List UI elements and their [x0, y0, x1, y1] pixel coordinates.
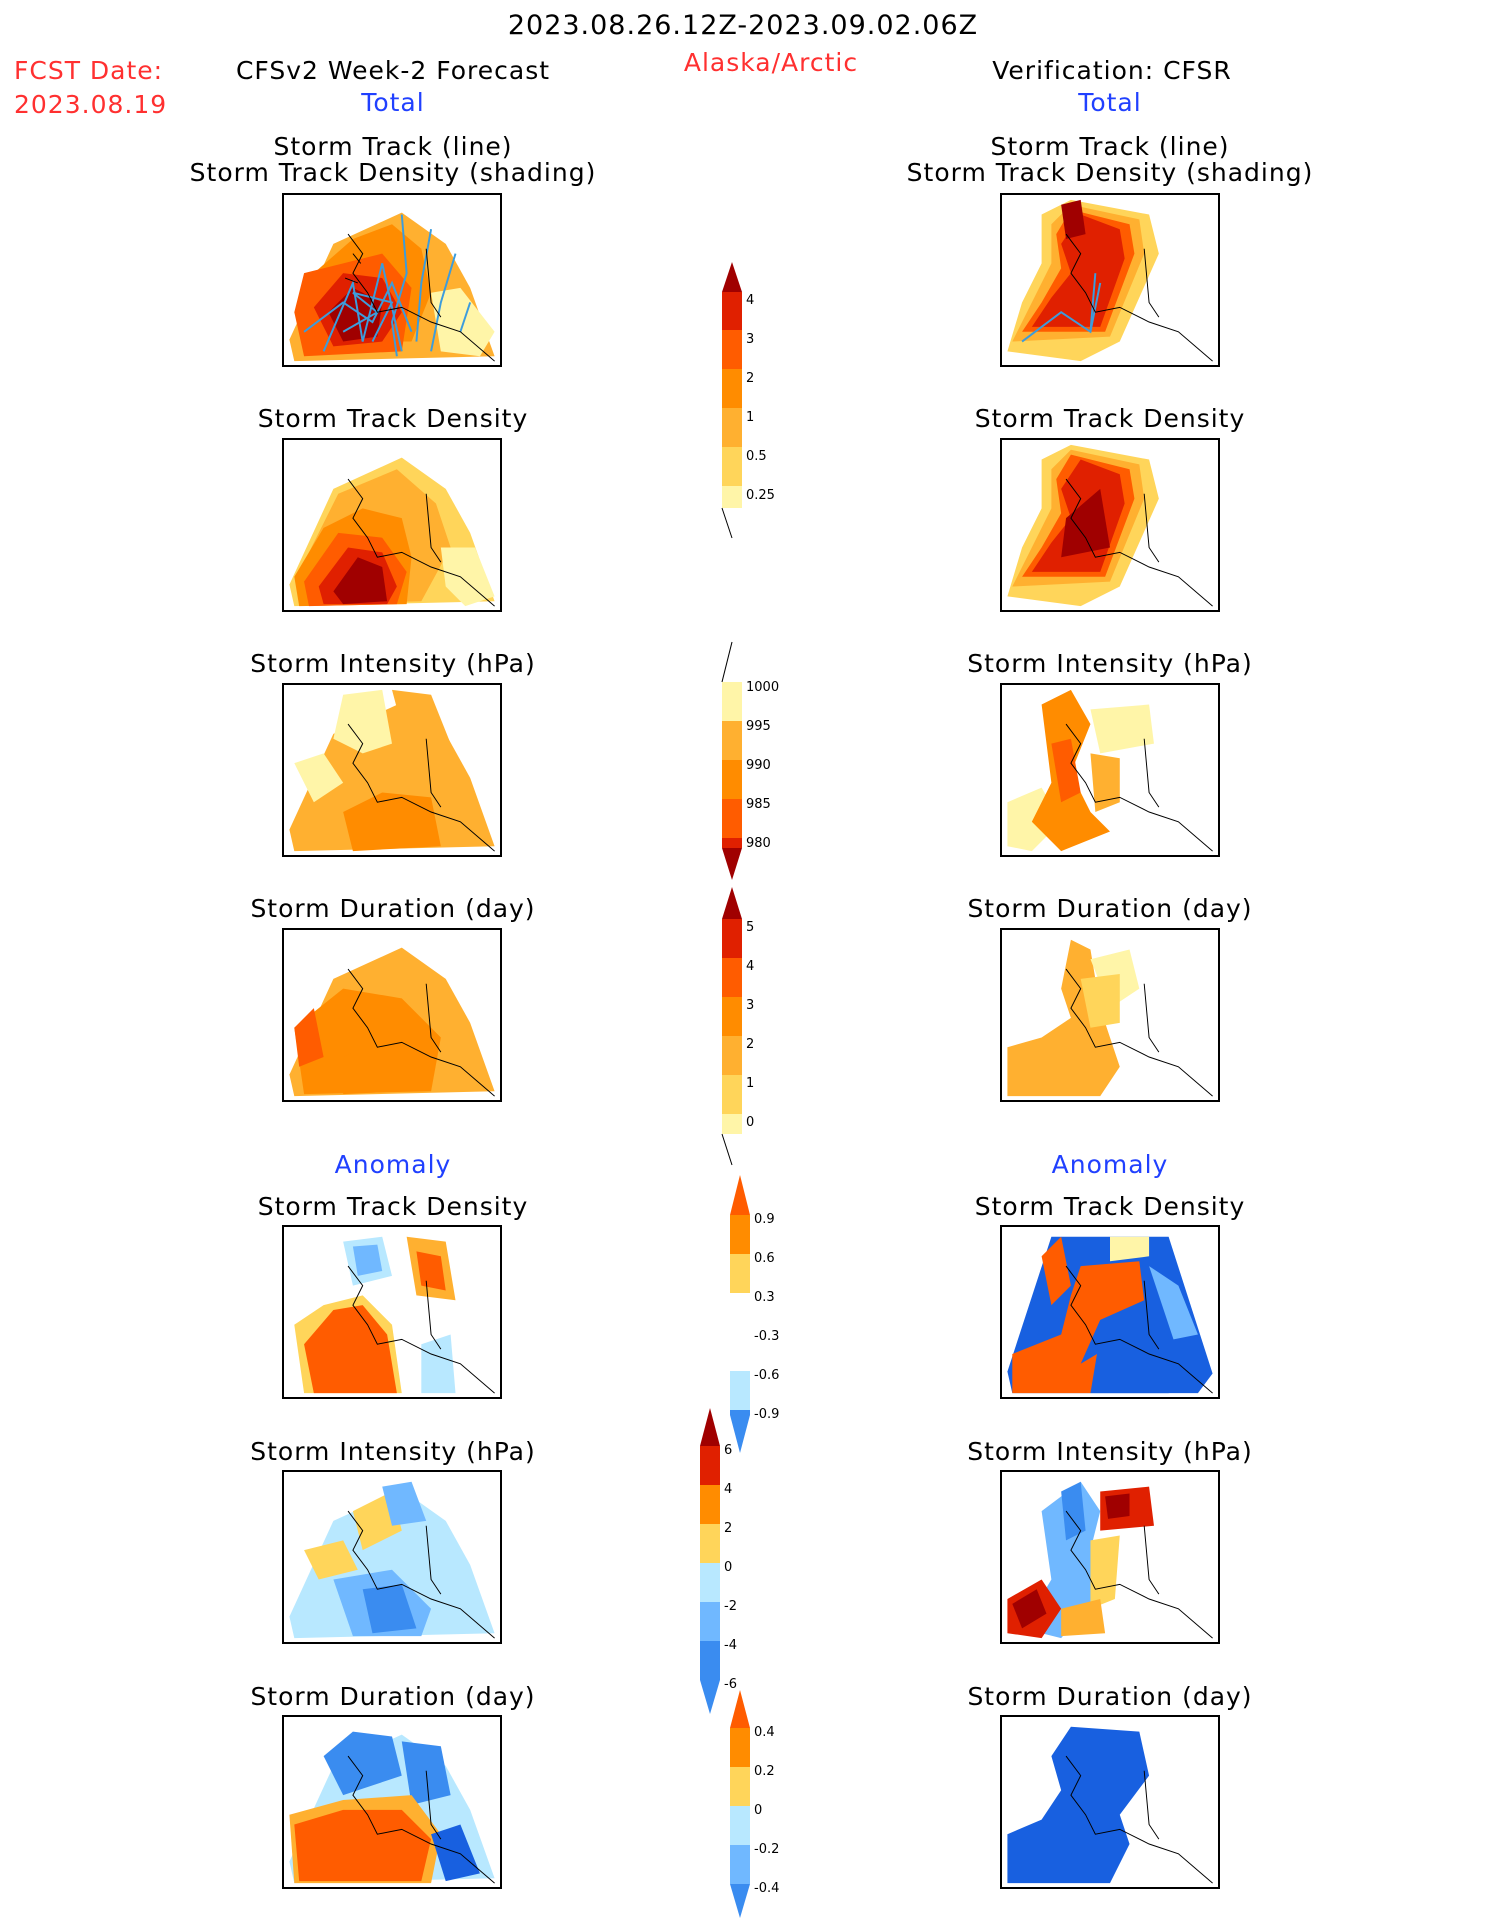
- cbar-tick: 2: [746, 1037, 754, 1052]
- cbar-tick: -4: [724, 1638, 737, 1653]
- title-track-line-left: Storm Track (line): [273, 132, 513, 161]
- cbar-tick: 4: [746, 293, 754, 308]
- cbar-tick: 6: [724, 1443, 732, 1458]
- title-track-line-right: Storm Track (line): [990, 132, 1230, 161]
- cbar-tick: 0: [746, 1115, 754, 1130]
- cbar-tick: -0.4: [754, 1881, 779, 1896]
- fcst-date-value: 2023.08.19: [14, 90, 168, 119]
- map-forecast-density-anomaly: [282, 1225, 502, 1399]
- cbar-tick: 4: [724, 1482, 732, 1497]
- title-intensity-left: Storm Intensity (hPa): [250, 649, 536, 678]
- title-anom-intensity-left: Storm Intensity (hPa): [250, 1437, 536, 1466]
- map-verification-intensity-anomaly: [1000, 1470, 1220, 1644]
- region-title: Alaska/Arctic: [683, 48, 859, 77]
- fcst-date-label: FCST Date:: [14, 56, 164, 85]
- cbar-tick: -6: [724, 1677, 737, 1692]
- cbar-tick: 3: [746, 998, 754, 1013]
- map-verification-duration-total: [1000, 928, 1220, 1102]
- title-track-shading-left: Storm Track Density (shading): [189, 158, 597, 187]
- cbar-tick: 0: [724, 1560, 732, 1575]
- cbar-tick: 0.3: [754, 1290, 775, 1305]
- cbar-tick: 0.25: [746, 488, 775, 503]
- map-forecast-track-total: [282, 193, 502, 367]
- cbar-tick: 4: [746, 959, 754, 974]
- map-forecast-density-total: [282, 438, 502, 612]
- map-verification-density-total: [1000, 438, 1220, 612]
- cbar-tick: -0.2: [754, 1842, 779, 1857]
- map-verification-duration-anomaly: [1000, 1715, 1220, 1889]
- cbar-tick: 995: [746, 719, 771, 734]
- cbar-tick: 990: [746, 758, 771, 773]
- map-verification-track-total: [1000, 193, 1220, 367]
- cbar-tick: 1: [746, 1076, 754, 1091]
- cbar-tick: -0.3: [754, 1329, 779, 1344]
- cbar-tick: 5: [746, 920, 754, 935]
- cbar-tick: -0.6: [754, 1368, 779, 1383]
- anomaly-label-right: Anomaly: [1051, 1150, 1169, 1179]
- cbar-tick: 0.2: [754, 1764, 775, 1779]
- cbar-tick: 1000: [746, 680, 779, 695]
- map-forecast-duration-anomaly: [282, 1715, 502, 1889]
- anomaly-label-left: Anomaly: [334, 1150, 452, 1179]
- cbar-tick: 2: [746, 371, 754, 386]
- title-anom-intensity-right: Storm Intensity (hPa): [967, 1437, 1253, 1466]
- cbar-tick: 980: [746, 836, 771, 851]
- map-forecast-intensity-anomaly: [282, 1470, 502, 1644]
- forecast-title: CFSv2 Week-2 Forecast: [235, 56, 551, 85]
- cbar-tick: 0.5: [746, 449, 767, 464]
- date-range-title: 2023.08.26.12Z-2023.09.02.06Z: [507, 10, 979, 41]
- map-forecast-duration-total: [282, 928, 502, 1102]
- cbar-tick: 0.6: [754, 1251, 775, 1266]
- verification-title: Verification: CFSR: [992, 56, 1232, 85]
- cbar-tick: 2: [724, 1521, 732, 1536]
- title-anom-density-right: Storm Track Density: [974, 1192, 1246, 1221]
- map-verification-intensity-total: [1000, 683, 1220, 857]
- title-anom-density-left: Storm Track Density: [257, 1192, 529, 1221]
- map-verification-density-anomaly: [1000, 1225, 1220, 1399]
- cbar-tick: 0.9: [754, 1212, 775, 1227]
- cbar-tick: -0.9: [754, 1407, 779, 1422]
- map-forecast-intensity-total: [282, 683, 502, 857]
- title-anom-duration-left: Storm Duration (day): [250, 1682, 536, 1711]
- total-label-left: Total: [361, 88, 425, 117]
- cbar-tick: 1: [746, 410, 754, 425]
- cbar-tick: 3: [746, 332, 754, 347]
- cbar-tick: 0.4: [754, 1725, 775, 1740]
- cbar-tick: 985: [746, 797, 771, 812]
- title-anom-duration-right: Storm Duration (day): [967, 1682, 1253, 1711]
- title-track-density-left: Storm Track Density: [257, 404, 529, 433]
- title-track-shading-right: Storm Track Density (shading): [906, 158, 1314, 187]
- title-track-density-right: Storm Track Density: [974, 404, 1246, 433]
- title-duration-left: Storm Duration (day): [250, 894, 536, 923]
- title-intensity-right: Storm Intensity (hPa): [967, 649, 1253, 678]
- cbar-tick: -2: [724, 1599, 737, 1614]
- total-label-right: Total: [1078, 88, 1142, 117]
- title-duration-right: Storm Duration (day): [967, 894, 1253, 923]
- cbar-tick: 0: [754, 1803, 762, 1818]
